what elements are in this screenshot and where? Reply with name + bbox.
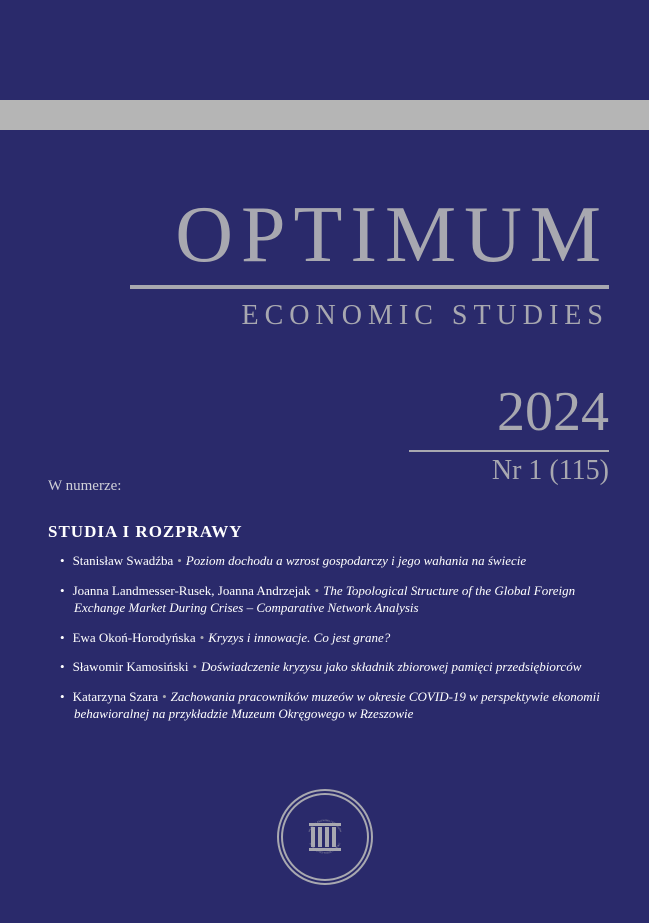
separator: • xyxy=(200,630,205,645)
gray-band xyxy=(0,100,649,130)
article-title: Kryzys i innowacje. Co jest grane? xyxy=(208,630,390,645)
article-item: •Katarzyna Szara•Zachowania pracowników … xyxy=(60,688,625,723)
year-block: 2024 xyxy=(497,380,609,444)
journal-title: OPTIMUM xyxy=(175,190,609,281)
bullet-icon: • xyxy=(60,630,65,645)
issue-number: Nr 1 (115) xyxy=(492,455,609,487)
title-underline xyxy=(130,285,609,289)
in-this-issue-label: W numerze: xyxy=(48,478,121,495)
journal-title-block: OPTIMUM xyxy=(175,190,609,281)
bullet-icon: • xyxy=(60,689,65,704)
separator: • xyxy=(192,659,197,674)
article-item: •Stanisław Swadźba•Poziom dochodu a wzro… xyxy=(60,552,625,570)
svg-text:WYDZIAŁ EKONOMII I FINANSÓW: WYDZIAŁ EKONOMII I FINANSÓW xyxy=(307,819,341,833)
bullet-icon: • xyxy=(60,583,65,598)
article-author: Stanisław Swadźba xyxy=(73,553,174,568)
section-heading: STUDIA I ROZPRAWY xyxy=(48,522,243,542)
separator: • xyxy=(162,689,167,704)
article-author: Katarzyna Szara xyxy=(73,689,159,704)
article-title: Doświadczenie kryzysu jako składnik zbio… xyxy=(201,659,581,674)
university-seal: WYDZIAŁ EKONOMII I FINANSÓW UNIWERSYTET … xyxy=(277,789,373,885)
bullet-icon: • xyxy=(60,553,65,568)
svg-text:UNIWERSYTET W BIAŁYMSTOKU: UNIWERSYTET W BIAŁYMSTOKU xyxy=(308,842,341,854)
article-author: Joanna Landmesser-Rusek, Joanna Andrzeja… xyxy=(73,583,311,598)
separator: • xyxy=(177,553,182,568)
article-item: •Ewa Okoń-Horodyńska•Kryzys i innowacje.… xyxy=(60,629,625,647)
article-author: Sławomir Kamosiński xyxy=(73,659,189,674)
journal-subtitle: ECONOMIC STUDIES xyxy=(242,300,609,332)
year-text: 2024 xyxy=(497,380,609,444)
year-underline xyxy=(409,450,609,452)
article-author: Ewa Okoń-Horodyńska xyxy=(73,630,196,645)
article-item: • Joanna Landmesser-Rusek, Joanna Andrzej… xyxy=(60,582,625,617)
seal-text-ring: WYDZIAŁ EKONOMII I FINANSÓW UNIWERSYTET … xyxy=(305,817,345,857)
articles-list: •Stanisław Swadźba•Poziom dochodu a wzro… xyxy=(60,552,625,735)
seal-bottom-text: UNIWERSYTET W BIAŁYMSTOKU xyxy=(308,842,341,854)
bullet-icon: • xyxy=(60,659,65,674)
article-title: Poziom dochodu a wzrost gospodarczy i je… xyxy=(186,553,526,568)
article-item: •Sławomir Kamosiński•Doświadczenie kryzy… xyxy=(60,658,625,676)
seal-top-text: WYDZIAŁ EKONOMII I FINANSÓW xyxy=(307,819,341,833)
separator: • xyxy=(315,583,320,598)
